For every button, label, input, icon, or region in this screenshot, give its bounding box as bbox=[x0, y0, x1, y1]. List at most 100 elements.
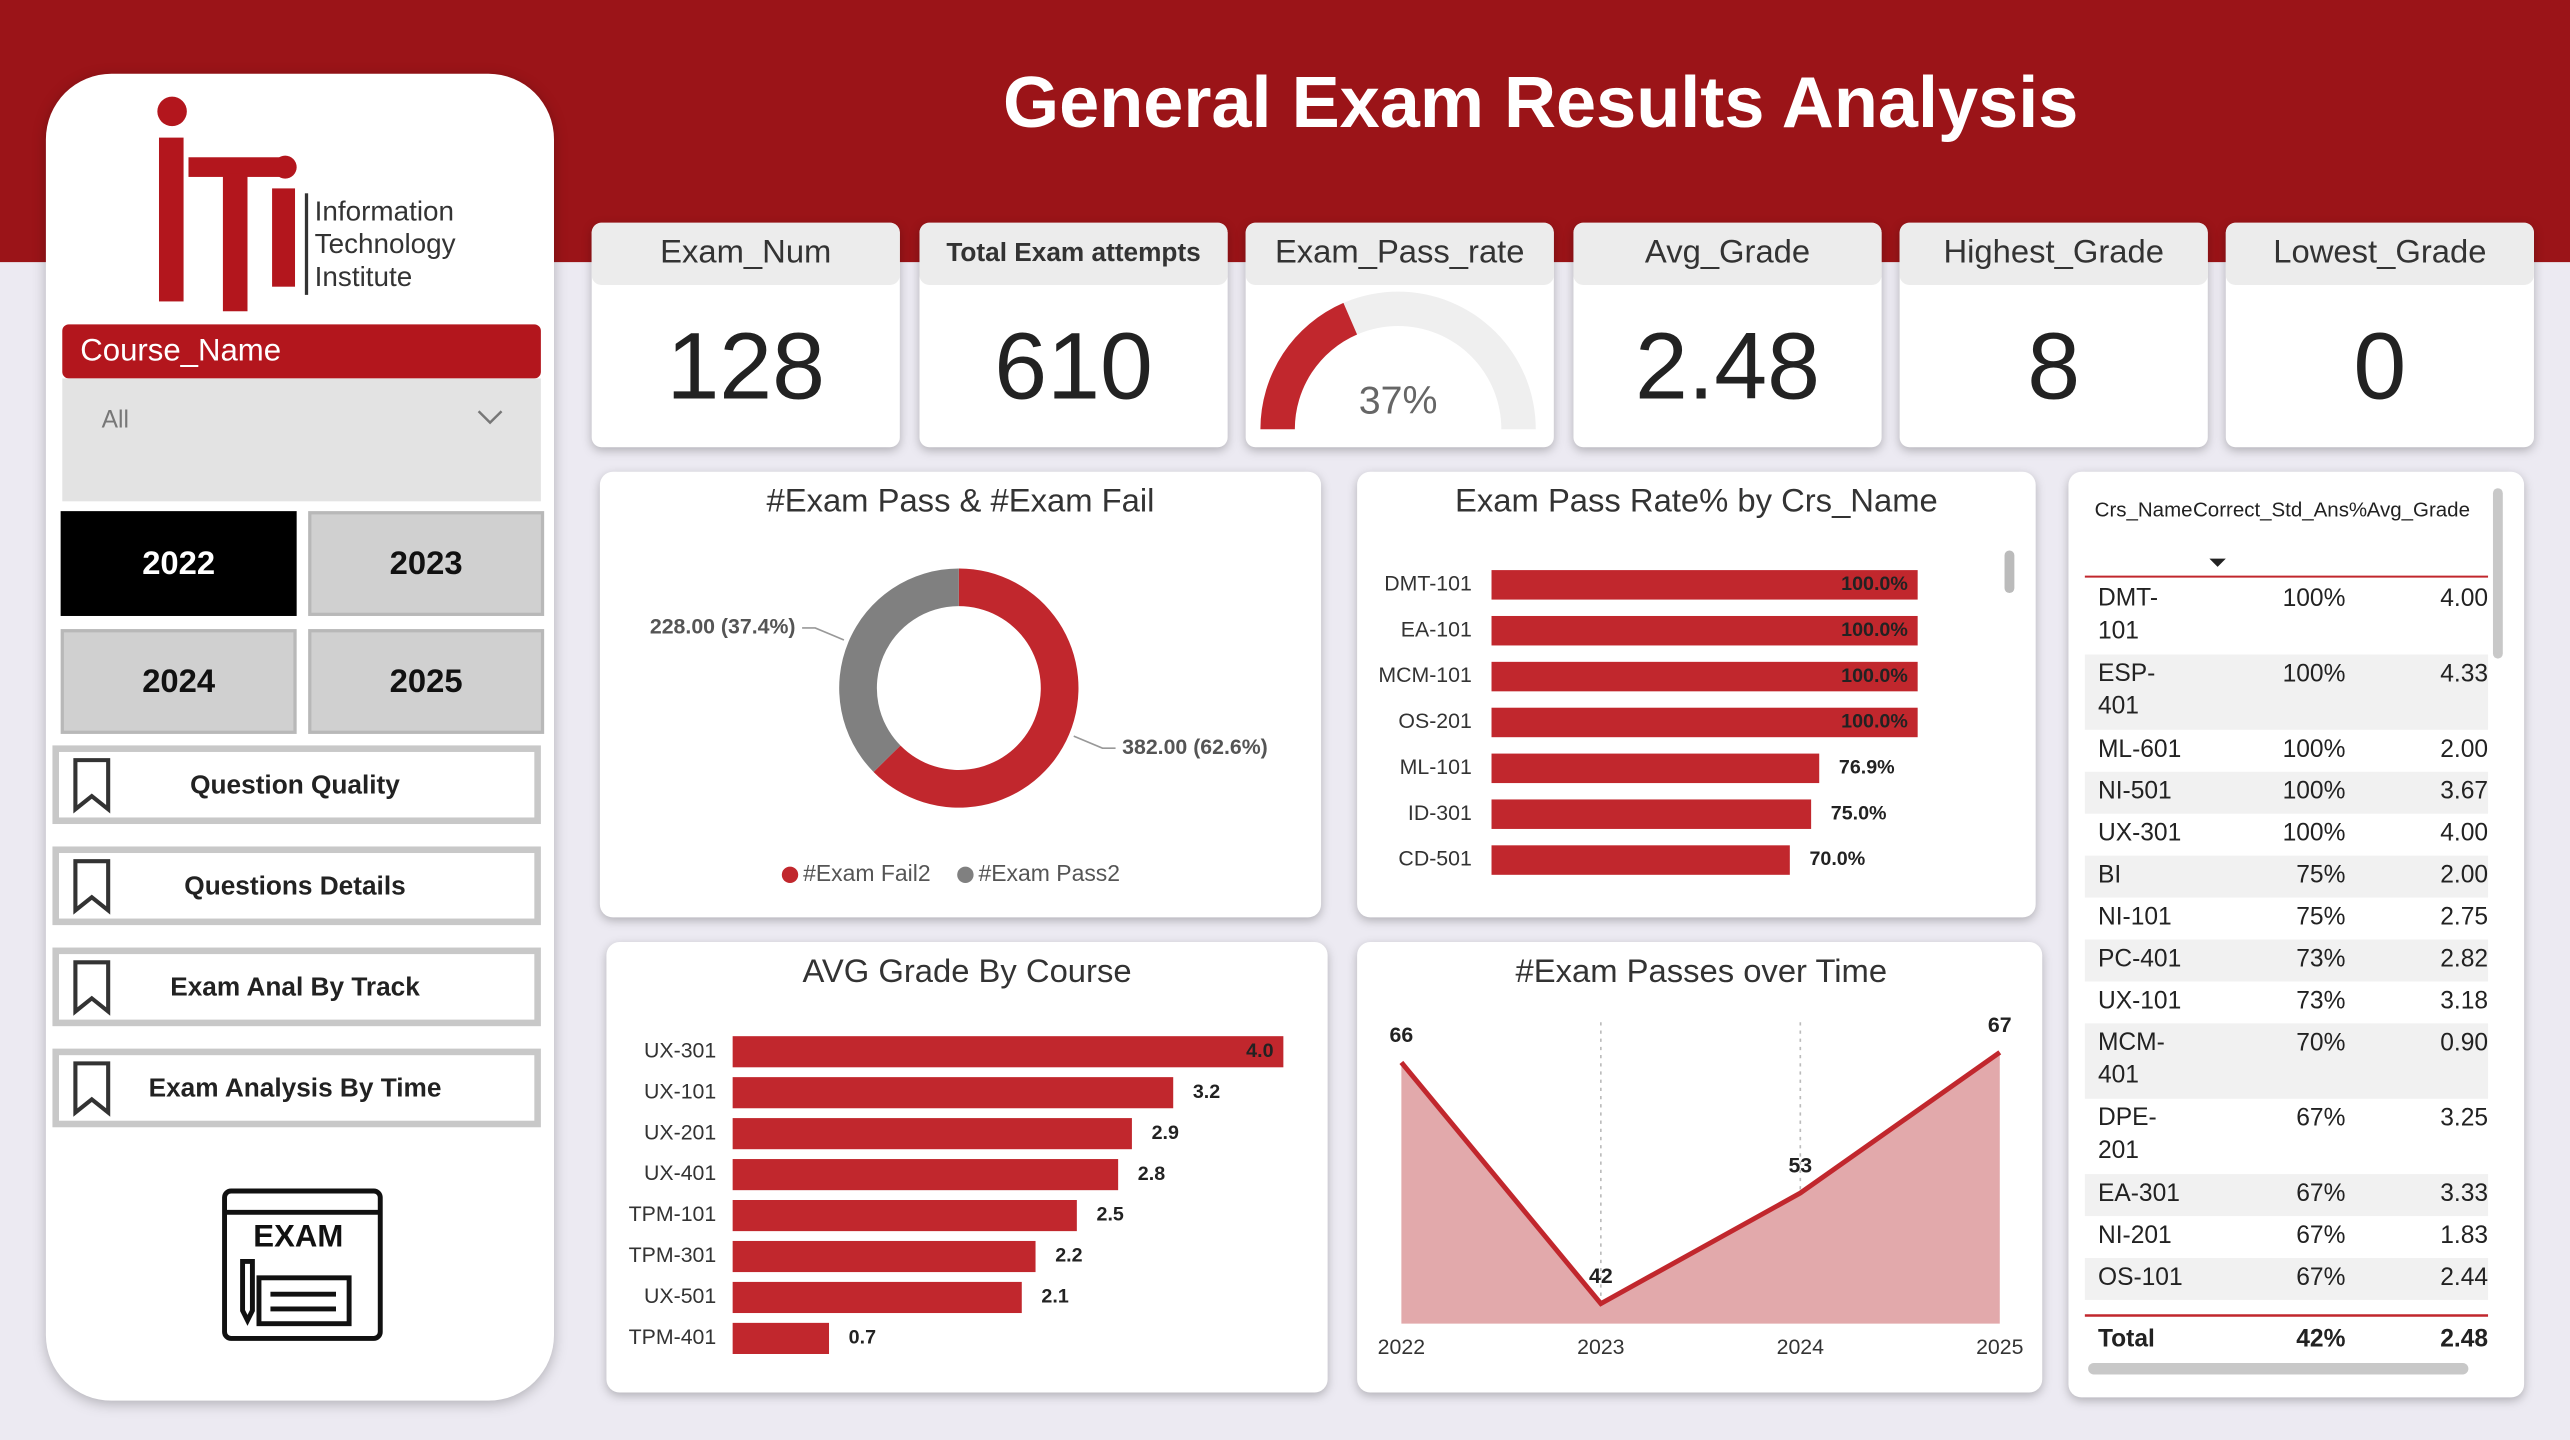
legend-label: #Exam Fail2 bbox=[803, 860, 931, 886]
year-label[interactable]: 2022 bbox=[142, 544, 215, 581]
exam-icon bbox=[222, 1188, 383, 1341]
logo-dot bbox=[273, 155, 297, 179]
cell: 0.90 bbox=[2440, 1029, 2488, 1056]
data-label: 75.0% bbox=[1831, 802, 1887, 824]
cell: ML-601 bbox=[2098, 736, 2181, 763]
row-band bbox=[2084, 1174, 2489, 1217]
cell: 100% bbox=[2283, 736, 2346, 763]
nav-button[interactable] bbox=[52, 1048, 541, 1128]
bar bbox=[732, 1200, 1077, 1232]
year-label[interactable]: 2024 bbox=[142, 662, 216, 699]
row-band bbox=[2084, 654, 2489, 730]
year-label[interactable]: 2025 bbox=[390, 662, 463, 699]
nav-button[interactable] bbox=[52, 947, 541, 1027]
y-tick-label: TPM-301 bbox=[629, 1243, 717, 1267]
y-tick-label: EA-101 bbox=[1401, 617, 1472, 641]
row-band bbox=[2084, 1023, 2489, 1099]
data-label: 100.0% bbox=[1841, 573, 1908, 595]
cell: DMT-101 bbox=[2098, 585, 2158, 645]
cell: 100% bbox=[2283, 820, 2346, 847]
y-tick-label: ML-101 bbox=[1400, 755, 1472, 779]
cell: OS-101 bbox=[2098, 1264, 2183, 1291]
icon-pen bbox=[240, 1258, 255, 1326]
cell: UX-301 bbox=[2098, 820, 2181, 847]
cell: 4.00 bbox=[2440, 820, 2488, 847]
y-tick-label: TPM-401 bbox=[629, 1325, 717, 1349]
cell: 70% bbox=[2296, 1029, 2345, 1056]
slicer-value[interactable]: All bbox=[102, 407, 129, 434]
cell: 4.33 bbox=[2440, 660, 2488, 687]
nav-label[interactable]: Exam Anal By Track bbox=[170, 971, 420, 1001]
y-tick-label: TPM-101 bbox=[629, 1202, 717, 1226]
year-button[interactable] bbox=[308, 511, 545, 616]
data-label: 228.00 (37.4%) bbox=[650, 615, 796, 639]
leader-line bbox=[1073, 735, 1116, 749]
data-label: 2.8 bbox=[1138, 1163, 1165, 1185]
bookmark-icon bbox=[73, 1061, 111, 1117]
y-tick-label: UX-401 bbox=[644, 1161, 716, 1185]
data-label: 76.9% bbox=[1839, 757, 1895, 779]
cell: NI-101 bbox=[2098, 904, 2172, 931]
scrollbar bbox=[2492, 488, 2503, 659]
kpi-value: 0 bbox=[2353, 314, 2406, 420]
slicer-box[interactable] bbox=[62, 378, 541, 502]
data-label: 100.0% bbox=[1841, 711, 1908, 733]
cell: 2.00 bbox=[2440, 736, 2488, 763]
logo-divider bbox=[304, 193, 309, 295]
row-band bbox=[2084, 855, 2489, 898]
logo-stem bbox=[222, 173, 248, 312]
logo-stem bbox=[272, 188, 296, 287]
cell: 2.00 bbox=[2440, 862, 2488, 889]
gauge-arc bbox=[1260, 302, 1358, 430]
bar bbox=[1491, 661, 1918, 692]
page-title: General Exam Results Analysis bbox=[1003, 63, 2078, 143]
cell: 75% bbox=[2296, 862, 2345, 889]
kpi-value: 128 bbox=[666, 314, 825, 420]
cell: 3.18 bbox=[2440, 987, 2488, 1014]
cell: 100% bbox=[2283, 778, 2346, 805]
year-button[interactable] bbox=[308, 629, 545, 734]
bar bbox=[732, 1077, 1174, 1109]
bar bbox=[732, 1240, 1036, 1273]
cell: 1.83 bbox=[2440, 1222, 2488, 1249]
nav-label[interactable]: Question Quality bbox=[190, 769, 400, 799]
bookmark-icon bbox=[73, 960, 111, 1016]
cell: 3.33 bbox=[2440, 1180, 2488, 1207]
kpi-header bbox=[591, 222, 900, 286]
cell: UX-101 bbox=[2098, 987, 2181, 1014]
nav-button[interactable] bbox=[52, 745, 541, 825]
nav-button[interactable] bbox=[52, 846, 541, 926]
bar bbox=[732, 1159, 1119, 1191]
cell: 3.67 bbox=[2440, 778, 2488, 805]
cell: 75% bbox=[2296, 904, 2345, 931]
icon-box bbox=[256, 1275, 352, 1327]
data-label: 2.1 bbox=[1041, 1286, 1068, 1308]
year-button[interactable] bbox=[60, 511, 297, 616]
year-label[interactable]: 2023 bbox=[390, 544, 463, 581]
nav-label[interactable]: Questions Details bbox=[184, 870, 405, 900]
year-button[interactable] bbox=[60, 629, 297, 734]
column-header: Avg_Grade bbox=[2367, 499, 2470, 522]
cell: NI-501 bbox=[2098, 778, 2172, 805]
sidebar bbox=[45, 73, 554, 1401]
kpi-value: 2.48 bbox=[1635, 314, 1820, 420]
cell: NI-201 bbox=[2098, 1222, 2172, 1249]
bar bbox=[732, 1036, 1284, 1068]
cell: MCM-401 bbox=[2098, 1029, 2165, 1089]
data-label: 2.2 bbox=[1055, 1245, 1082, 1267]
nav-label[interactable]: Exam Analysis By Time bbox=[149, 1073, 442, 1103]
y-tick-label: OS-201 bbox=[1398, 709, 1471, 733]
bar bbox=[1491, 615, 1918, 646]
column-header: Correct_Std_Ans% bbox=[2193, 499, 2367, 522]
scrollbar bbox=[2004, 550, 2015, 594]
kpi-label: Lowest_Grade bbox=[2273, 233, 2486, 270]
logo-bar bbox=[188, 157, 287, 177]
cell: 73% bbox=[2296, 987, 2345, 1014]
kpi-header bbox=[919, 222, 1228, 286]
logo-dot bbox=[157, 96, 187, 127]
cell: 100% bbox=[2283, 585, 2346, 612]
cell: 4.00 bbox=[2440, 585, 2488, 612]
y-tick-label: DMT-101 bbox=[1384, 571, 1472, 595]
